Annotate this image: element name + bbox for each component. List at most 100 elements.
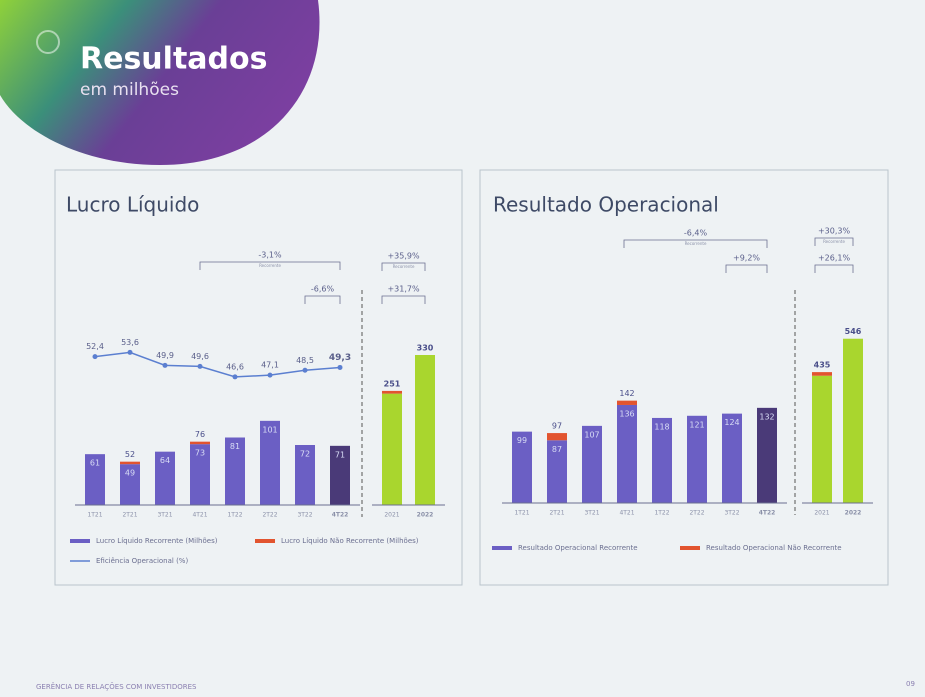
header-shape xyxy=(0,0,320,165)
bracket xyxy=(623,239,768,248)
bar xyxy=(120,461,140,465)
annotation: +30,3% xyxy=(818,227,851,236)
annotation: +9,2% xyxy=(733,254,760,263)
annotation-note: Recorrente xyxy=(823,239,845,244)
x-tick-label: 2021 xyxy=(814,510,829,517)
bar xyxy=(85,454,105,505)
bar xyxy=(547,440,567,503)
line-label: 49,9 xyxy=(156,351,174,360)
legend-label: Resultado Operacional Recorrente xyxy=(518,544,638,552)
panel xyxy=(479,169,889,586)
value-label: 107 xyxy=(584,430,599,439)
line-label: 49,3 xyxy=(329,353,351,363)
annotation: +26,1% xyxy=(818,254,851,263)
value-label: 73 xyxy=(195,449,205,458)
x-tick-label: 2T22 xyxy=(262,512,277,519)
x-tick-label: 1T22 xyxy=(227,512,242,519)
x-tick-label: 4T21 xyxy=(192,512,207,519)
slide-title: Resultados xyxy=(80,42,267,77)
bar xyxy=(617,400,637,405)
line-label: 52,4 xyxy=(86,342,104,351)
x-tick-label: 2T21 xyxy=(549,510,564,517)
bar xyxy=(190,441,210,445)
line-label: 48,5 xyxy=(296,356,314,365)
value-label: 87 xyxy=(552,445,562,454)
bar xyxy=(155,451,175,505)
annotation-note: Recorrente xyxy=(685,241,707,246)
bar xyxy=(295,445,315,505)
line-label: 53,6 xyxy=(121,338,139,347)
legend-swatch xyxy=(492,546,512,550)
panel xyxy=(54,169,463,586)
line-label: 49,6 xyxy=(191,352,209,361)
x-tick-label: 3T21 xyxy=(584,510,599,517)
line-point xyxy=(197,363,203,369)
legend-label: Lucro Líquido Não Recorrente (Milhões) xyxy=(281,537,419,545)
total-label: 251 xyxy=(384,379,401,388)
total-label: 52 xyxy=(125,450,135,459)
bracket xyxy=(814,264,854,273)
bar xyxy=(330,445,350,505)
annotation: +35,9% xyxy=(387,252,420,261)
legend-swatch xyxy=(255,539,275,543)
x-tick-label: 4T22 xyxy=(759,510,776,517)
page-number: 09 xyxy=(906,680,915,688)
value-label: 101 xyxy=(262,425,277,434)
annotation: -3,1% xyxy=(258,251,282,260)
value-label: 121 xyxy=(689,420,704,429)
x-tick-label: 2T21 xyxy=(122,512,137,519)
line-point xyxy=(302,367,308,373)
bar xyxy=(120,464,140,505)
slide-subtitle: em milhões xyxy=(80,80,179,100)
total-label: 330 xyxy=(417,344,434,353)
legend-label: Resultado Operacional Não Recorrente xyxy=(706,544,842,552)
line-point xyxy=(162,362,168,368)
total-label: 435 xyxy=(814,361,831,370)
value-label: 124 xyxy=(724,418,739,427)
line-point xyxy=(92,354,98,360)
bracket xyxy=(725,264,768,273)
x-tick-label: 4T22 xyxy=(332,512,349,519)
total-label: 97 xyxy=(552,422,562,431)
bracket xyxy=(814,237,854,246)
line-point xyxy=(337,364,343,370)
total-label: 76 xyxy=(195,430,205,439)
annotation-note: Recorrente xyxy=(393,264,415,269)
bar xyxy=(582,425,602,503)
bar xyxy=(757,407,777,503)
x-tick-label: 2021 xyxy=(384,512,399,519)
value-label: 72 xyxy=(300,450,310,459)
footer: GERÊNCIA DE RELAÇÕES COM INVESTIDORES xyxy=(36,682,197,691)
bar xyxy=(190,444,210,505)
bracket xyxy=(381,295,426,304)
value-label: 71 xyxy=(335,450,345,459)
bar xyxy=(843,338,863,503)
value-label: 99 xyxy=(517,436,527,445)
bar xyxy=(382,390,402,394)
x-tick-label: 3T21 xyxy=(157,512,172,519)
line-label: 46,6 xyxy=(226,362,244,371)
annotation-note: Recorrente xyxy=(259,263,281,268)
bar xyxy=(812,375,832,503)
annotation: -6,4% xyxy=(684,229,708,238)
bracket xyxy=(199,261,341,270)
value-label: 81 xyxy=(230,442,240,451)
bar xyxy=(617,404,637,503)
line-point xyxy=(127,349,133,355)
bar xyxy=(415,355,435,505)
x-tick-label: 2022 xyxy=(845,510,862,517)
bar xyxy=(260,420,280,505)
bar xyxy=(652,417,672,503)
total-label: 546 xyxy=(845,327,862,336)
value-label: 61 xyxy=(90,459,100,468)
chart-title: Resultado Operacional xyxy=(493,193,719,217)
total-label: 142 xyxy=(619,389,634,398)
value-label: 118 xyxy=(654,422,669,431)
x-tick-label: 1T22 xyxy=(654,510,669,517)
legend-label: Eficiência Operacional (%) xyxy=(96,557,188,565)
legend-label: Lucro Líquido Recorrente (Milhões) xyxy=(96,537,218,545)
x-tick-label: 3T22 xyxy=(297,512,312,519)
x-tick-label: 2022 xyxy=(417,512,434,519)
legend-swatch xyxy=(70,539,90,543)
